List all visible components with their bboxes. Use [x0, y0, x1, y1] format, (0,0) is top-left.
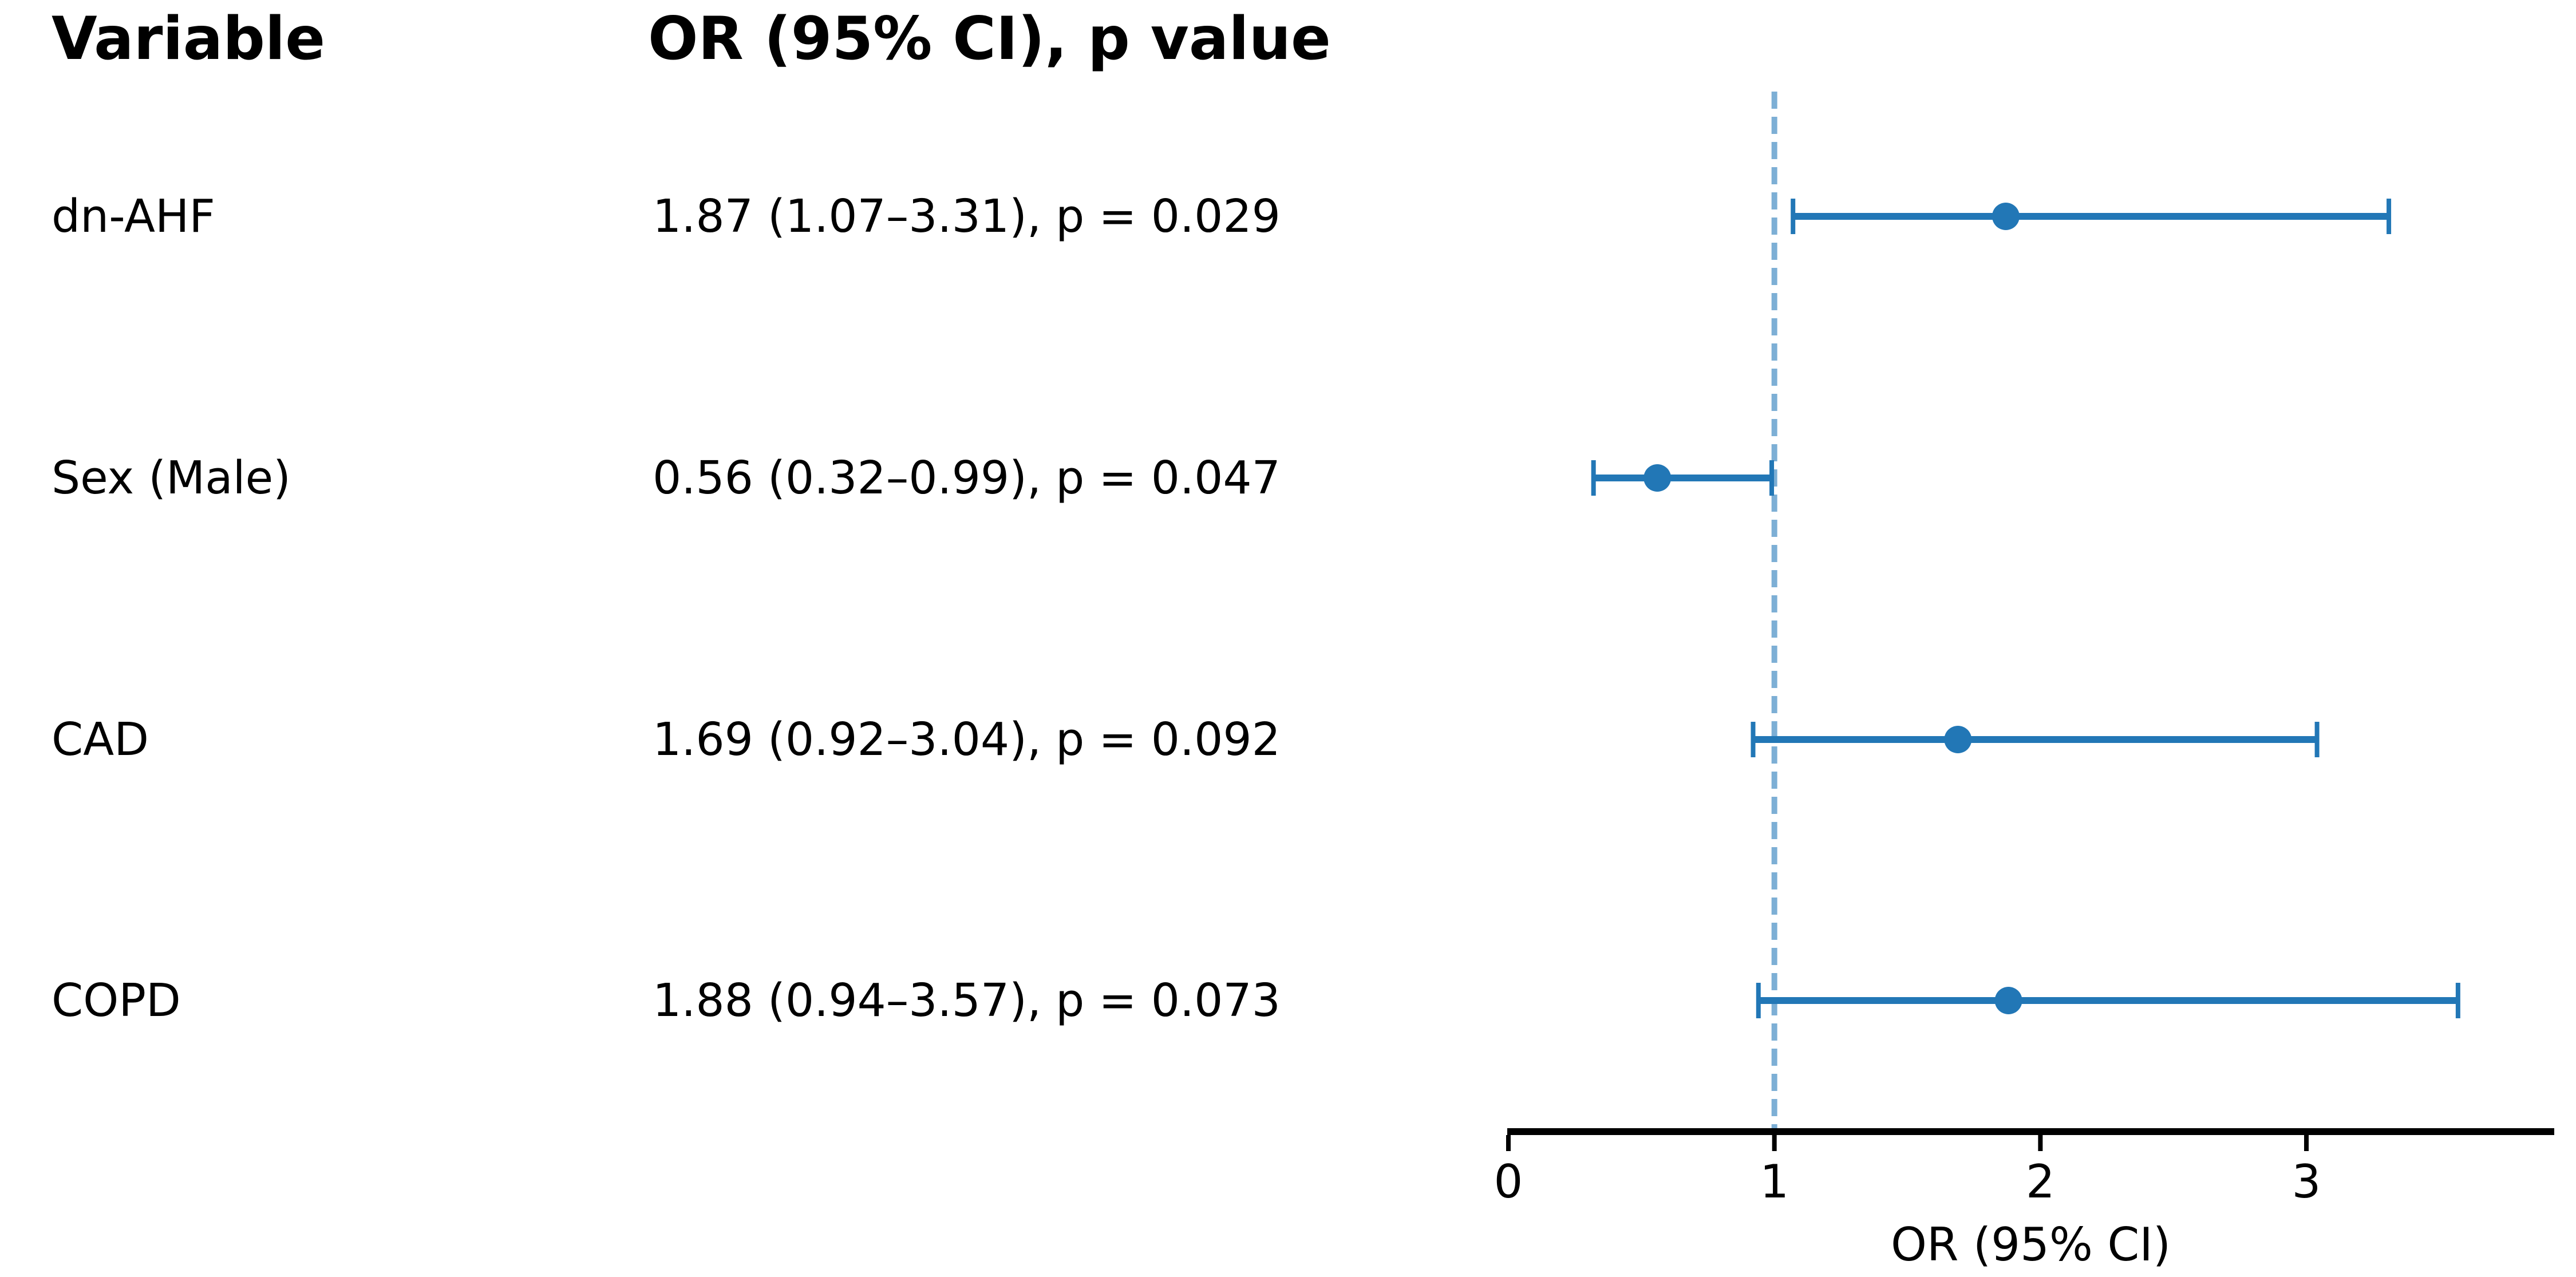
- or-marker-0: [1992, 203, 2020, 230]
- or-marker-2: [1944, 726, 1972, 753]
- row-value-copd: 1.88 (0.94–3.57), p = 0.073: [653, 974, 1281, 1027]
- row-label-dn-ahf: dn-AHF: [52, 190, 215, 243]
- x-tick-label-0: 0: [1494, 1155, 1523, 1208]
- or-marker-3: [1994, 987, 2022, 1014]
- x-axis-label: OR (95% CI): [1891, 1218, 2171, 1271]
- row-value-dn-ahf: 1.87 (1.07–3.31), p = 0.029: [653, 190, 1281, 243]
- x-tick-label-3: 3: [2292, 1155, 2321, 1208]
- row-value-cad: 1.69 (0.92–3.04), p = 0.092: [653, 713, 1281, 766]
- row-label-cad: CAD: [52, 713, 149, 766]
- x-tick-label-1: 1: [1760, 1155, 1789, 1208]
- or-marker-1: [1643, 464, 1672, 492]
- column-header-variable: Variable: [52, 5, 326, 73]
- row-value-sex-male: 0.56 (0.32–0.99), p = 0.047: [653, 452, 1281, 504]
- row-label-copd: COPD: [52, 974, 181, 1027]
- x-tick-label-2: 2: [2026, 1155, 2055, 1208]
- column-header-or-ci-p: OR (95% CI), p value: [648, 5, 1331, 73]
- row-label-sex-male: Sex (Male): [52, 452, 291, 504]
